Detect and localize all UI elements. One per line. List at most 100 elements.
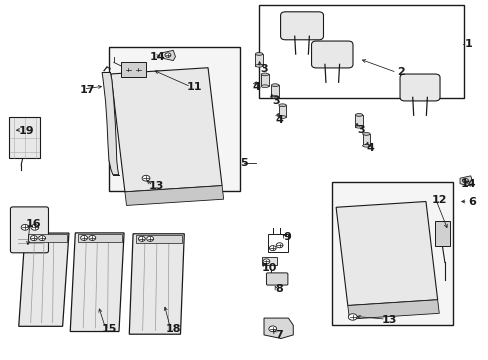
- Ellipse shape: [355, 113, 362, 116]
- Text: 10: 10: [261, 263, 276, 273]
- Circle shape: [146, 236, 153, 241]
- Bar: [121, 62, 145, 77]
- Circle shape: [89, 235, 96, 240]
- FancyArrowPatch shape: [358, 208, 369, 301]
- Bar: [261, 257, 277, 265]
- Text: 3: 3: [357, 125, 365, 135]
- Ellipse shape: [255, 64, 263, 67]
- Bar: [27, 234, 66, 242]
- FancyArrowPatch shape: [122, 139, 213, 144]
- FancyArrowPatch shape: [341, 221, 425, 227]
- Text: 1: 1: [464, 39, 472, 49]
- FancyArrowPatch shape: [345, 261, 429, 266]
- Text: 11: 11: [186, 82, 202, 93]
- Circle shape: [276, 243, 283, 248]
- Text: 14: 14: [150, 52, 165, 62]
- Text: 4: 4: [252, 82, 260, 93]
- Bar: [331, 182, 452, 325]
- FancyArrowPatch shape: [403, 206, 414, 298]
- FancyArrowPatch shape: [160, 73, 173, 186]
- FancyBboxPatch shape: [266, 273, 287, 285]
- Bar: [124, 186, 223, 206]
- Bar: [9, 117, 40, 158]
- Bar: [259, 5, 463, 98]
- Polygon shape: [162, 50, 175, 60]
- Circle shape: [142, 175, 150, 181]
- Circle shape: [138, 236, 145, 241]
- Text: 16: 16: [26, 219, 41, 229]
- Text: 14: 14: [460, 179, 476, 189]
- Bar: [434, 221, 449, 246]
- Bar: [362, 134, 369, 146]
- Bar: [109, 46, 239, 191]
- FancyBboxPatch shape: [311, 41, 352, 68]
- Polygon shape: [19, 233, 69, 326]
- Bar: [261, 75, 268, 86]
- Circle shape: [39, 235, 45, 240]
- Polygon shape: [102, 72, 119, 175]
- Text: 15: 15: [101, 324, 117, 334]
- Text: 18: 18: [166, 324, 181, 334]
- Bar: [111, 68, 222, 192]
- Bar: [271, 85, 278, 97]
- Circle shape: [268, 326, 276, 332]
- Text: 9: 9: [283, 232, 291, 242]
- Text: 12: 12: [431, 195, 447, 205]
- Polygon shape: [459, 176, 472, 186]
- Circle shape: [125, 67, 132, 72]
- Text: 6: 6: [467, 197, 475, 207]
- Circle shape: [347, 314, 356, 320]
- Ellipse shape: [278, 116, 285, 118]
- Ellipse shape: [255, 53, 263, 55]
- Ellipse shape: [271, 84, 278, 86]
- Ellipse shape: [271, 96, 278, 98]
- FancyBboxPatch shape: [10, 207, 48, 253]
- Bar: [267, 234, 288, 252]
- Circle shape: [135, 67, 142, 72]
- FancyBboxPatch shape: [280, 12, 323, 40]
- FancyArrowPatch shape: [381, 207, 391, 300]
- FancyArrowPatch shape: [347, 280, 432, 286]
- Bar: [335, 202, 437, 306]
- Ellipse shape: [261, 73, 268, 76]
- Circle shape: [164, 53, 170, 57]
- FancyArrowPatch shape: [135, 75, 148, 188]
- Circle shape: [31, 225, 39, 230]
- Bar: [255, 54, 263, 66]
- Polygon shape: [264, 318, 293, 338]
- Bar: [347, 300, 438, 319]
- FancyArrowPatch shape: [116, 91, 208, 97]
- FancyArrowPatch shape: [124, 162, 216, 168]
- Circle shape: [269, 246, 276, 251]
- Text: 4: 4: [275, 115, 283, 125]
- FancyArrowPatch shape: [183, 72, 197, 184]
- Bar: [355, 115, 362, 127]
- Text: 3: 3: [272, 96, 280, 106]
- Bar: [78, 234, 122, 242]
- Bar: [135, 235, 182, 243]
- Text: 13: 13: [381, 315, 397, 325]
- Circle shape: [30, 235, 37, 240]
- Text: 7: 7: [275, 330, 283, 340]
- Text: 19: 19: [18, 126, 34, 135]
- Ellipse shape: [261, 85, 268, 87]
- Ellipse shape: [362, 132, 369, 135]
- Text: 8: 8: [275, 284, 283, 294]
- FancyArrowPatch shape: [343, 241, 427, 246]
- Text: 17: 17: [80, 85, 95, 95]
- Ellipse shape: [278, 104, 285, 107]
- Polygon shape: [129, 234, 184, 334]
- Text: 13: 13: [149, 181, 164, 192]
- Text: 2: 2: [396, 67, 404, 77]
- Ellipse shape: [355, 125, 362, 128]
- FancyBboxPatch shape: [399, 74, 439, 101]
- Circle shape: [263, 259, 269, 264]
- Polygon shape: [70, 233, 124, 332]
- Text: 5: 5: [240, 158, 248, 168]
- Circle shape: [462, 179, 468, 183]
- Ellipse shape: [362, 144, 369, 147]
- Text: 3: 3: [260, 64, 267, 74]
- Circle shape: [81, 235, 87, 240]
- Bar: [278, 105, 285, 117]
- Circle shape: [21, 225, 29, 230]
